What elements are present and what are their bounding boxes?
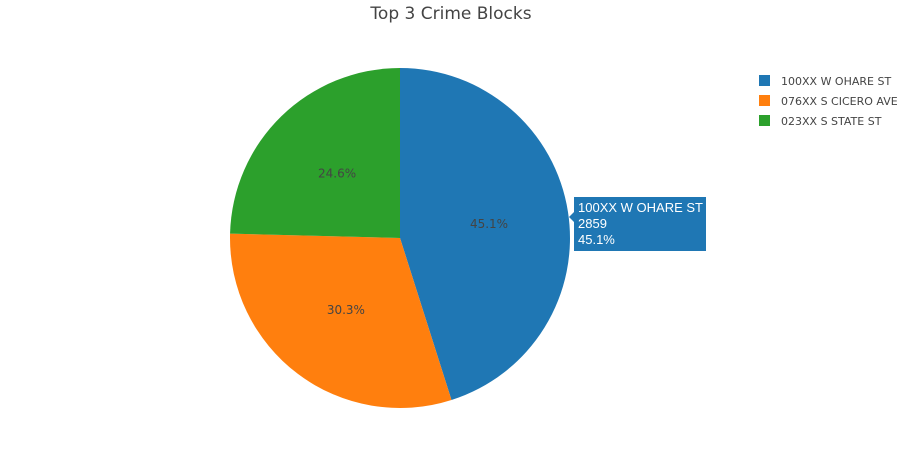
- legend-swatch-3[interactable]: [759, 115, 770, 126]
- tooltip-value: 2859: [578, 216, 607, 231]
- slice-labels: 45.1% 30.3% 24.6%: [318, 167, 508, 318]
- slice-percent-label-3: 24.6%: [318, 167, 356, 181]
- pie-slices: [230, 68, 570, 408]
- legend-swatch-2[interactable]: [759, 95, 770, 106]
- tooltip-label: 100XX W OHARE ST: [578, 200, 703, 215]
- legend-swatch-1[interactable]: [759, 75, 770, 86]
- slice-percent-label-2: 30.3%: [327, 303, 365, 317]
- legend-label-2[interactable]: 076XX S CICERO AVE: [781, 95, 898, 108]
- pie-slice-3[interactable]: [230, 68, 400, 238]
- legend-label-3[interactable]: 023XX S STATE ST: [781, 115, 882, 128]
- chart-title: Top 3 Crime Blocks: [369, 4, 531, 24]
- pie-slice-1[interactable]: [400, 68, 570, 401]
- tooltip-box: [574, 197, 706, 251]
- pie-slice-2[interactable]: [230, 233, 452, 408]
- slice-percent-label-1: 45.1%: [470, 217, 508, 231]
- tooltip-percent: 45.1%: [578, 232, 615, 247]
- legend-label-1[interactable]: 100XX W OHARE ST: [781, 75, 891, 88]
- legend: 100XX W OHARE ST 076XX S CICERO AVE 023XX …: [759, 75, 898, 128]
- hover-tooltip: 100XX W OHARE ST 2859 45.1%: [569, 197, 706, 251]
- tooltip-pointer: [569, 211, 575, 223]
